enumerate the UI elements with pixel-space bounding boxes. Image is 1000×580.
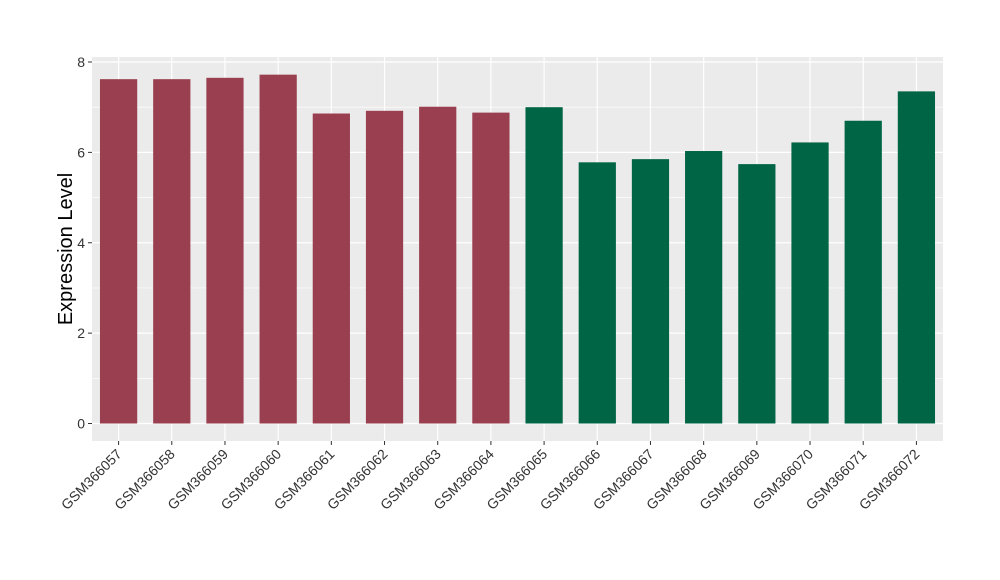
- bar-GSM366072: [897, 91, 936, 424]
- bar-GSM366060: [259, 74, 297, 424]
- bar-GSM366067: [631, 159, 670, 424]
- y-tick-label: 0: [77, 416, 85, 432]
- bar-GSM366071: [844, 120, 882, 424]
- bar-GSM366063: [419, 106, 457, 424]
- bar-GSM366058: [153, 79, 191, 424]
- bar-GSM366068: [685, 151, 723, 424]
- bar-GSM366065: [525, 107, 563, 424]
- bar-GSM366061: [312, 113, 350, 424]
- y-tick-label: 2: [77, 325, 85, 341]
- y-tick-label: 6: [77, 144, 85, 160]
- bar-GSM366059: [206, 77, 244, 424]
- bar-GSM366064: [472, 112, 510, 424]
- bar-GSM366066: [578, 162, 616, 424]
- x-axis: GSM366057GSM366058GSM366059GSM366060GSM3…: [58, 441, 923, 513]
- y-axis: 0 2 4 6 8: [77, 54, 92, 432]
- bar-GSM366070: [791, 142, 829, 424]
- y-tick-label: 8: [77, 54, 85, 70]
- bar-GSM366062: [365, 110, 404, 424]
- bars: [99, 74, 936, 424]
- y-tick-label: 4: [77, 235, 85, 251]
- y-axis-title: Expression Level: [55, 173, 77, 325]
- bar-GSM366057: [99, 79, 138, 424]
- bar-GSM366069: [738, 164, 776, 424]
